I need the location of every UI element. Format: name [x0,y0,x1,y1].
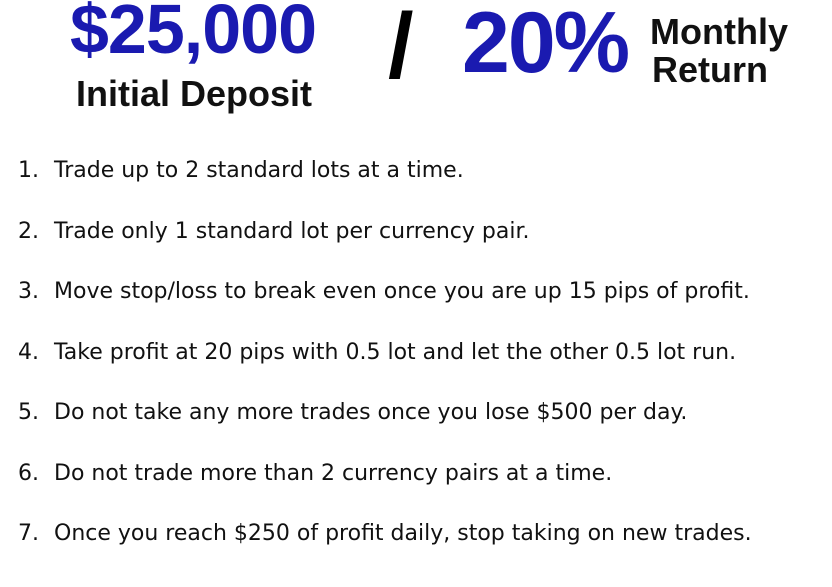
rule-number: 5. [18,400,39,425]
header-banner: $25,000 Initial Deposit / 20% Monthly Re… [0,0,832,130]
rule-text: Trade only 1 standard lot per currency p… [54,218,530,244]
deposit-amount: $25,000 [70,0,317,68]
rules-list: 1. Trade up to 2 standard lots at a time… [18,158,752,582]
list-item: 6. Do not trade more than 2 currency pai… [18,461,752,522]
list-item: 2. Trade only 1 standard lot per currenc… [18,219,752,280]
rule-text: Take profit at 20 pips with 0.5 lot and … [54,339,737,365]
list-item: 1. Trade up to 2 standard lots at a time… [18,158,752,219]
list-item: 5. Do not take any more trades once you … [18,400,752,461]
separator-slash: / [388,0,414,97]
rule-number: 7. [18,521,39,546]
list-item: 7. Once you reach $250 of profit daily, … [18,521,752,582]
list-item: 4. Take profit at 20 pips with 0.5 lot a… [18,340,752,401]
rule-number: 6. [18,460,39,486]
rule-number: 2. [18,218,39,244]
deposit-label: Initial Deposit [76,73,313,114]
rule-number: 4. [18,339,39,365]
rule-text: Do not take any more trades once you los… [54,400,688,425]
list-item: 3. Move stop/loss to break even once you… [18,279,752,340]
rule-text: Move stop/loss to break even once you ar… [54,279,750,304]
rule-number: 3. [18,279,39,304]
rule-text: Once you reach $250 of profit daily, sto… [54,521,752,546]
rule-text: Do not trade more than 2 currency pairs … [54,460,613,486]
rule-text: Trade up to 2 standard lots at a time. [54,158,464,183]
return-label-monthly: Monthly [650,11,788,52]
rule-number: 1. [18,158,39,183]
return-label-return: Return [652,49,768,90]
return-percent: 20% [462,0,630,91]
